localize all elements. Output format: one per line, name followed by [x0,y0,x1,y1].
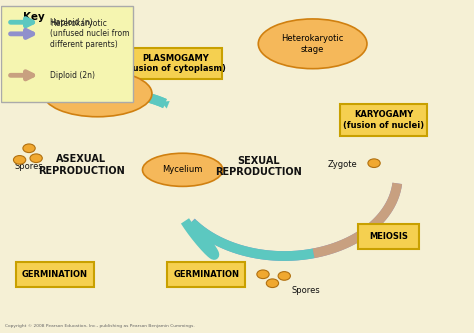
Ellipse shape [43,70,152,117]
FancyBboxPatch shape [16,262,94,287]
Text: Zygote: Zygote [328,161,357,169]
Text: MEIOSIS: MEIOSIS [369,232,408,241]
FancyBboxPatch shape [129,48,222,80]
Text: SEXUAL
REPRODUCTION: SEXUAL REPRODUCTION [215,156,301,177]
Text: GERMINATION: GERMINATION [173,270,239,279]
Circle shape [266,279,279,287]
Text: Key: Key [23,12,45,22]
Text: Heterokaryotic
(unfused nuclei from
different parents): Heterokaryotic (unfused nuclei from diff… [50,19,130,49]
FancyBboxPatch shape [167,262,245,287]
Text: Haploid (n): Haploid (n) [50,18,93,27]
Text: Mycelium: Mycelium [163,165,203,174]
Text: ASEXUAL
REPRODUCTION: ASEXUAL REPRODUCTION [37,154,124,175]
Circle shape [257,270,269,279]
Circle shape [13,156,26,164]
FancyBboxPatch shape [357,224,419,248]
Text: GERMINATION: GERMINATION [22,270,88,279]
Ellipse shape [143,153,223,186]
Circle shape [23,144,35,153]
Circle shape [30,154,42,163]
FancyBboxPatch shape [0,6,133,102]
FancyBboxPatch shape [340,104,427,136]
Text: PLASMOGAMY
(fusion of cytoplasm): PLASMOGAMY (fusion of cytoplasm) [125,54,226,73]
Ellipse shape [258,19,367,69]
Text: Copyright © 2008 Pearson Education, Inc., publishing as Pearson Benjamin Cumming: Copyright © 2008 Pearson Education, Inc.… [5,324,195,328]
Text: Diploid (2n): Diploid (2n) [50,71,95,80]
Circle shape [278,272,291,280]
Text: Spore-producing
structures: Spore-producing structures [63,84,132,103]
Text: KARYOGAMY
(fusion of nuclei): KARYOGAMY (fusion of nuclei) [343,110,424,130]
Text: Heterokaryotic
stage: Heterokaryotic stage [282,34,344,54]
Circle shape [368,159,380,167]
Text: Spores: Spores [15,162,44,171]
Text: Spores: Spores [292,286,320,295]
